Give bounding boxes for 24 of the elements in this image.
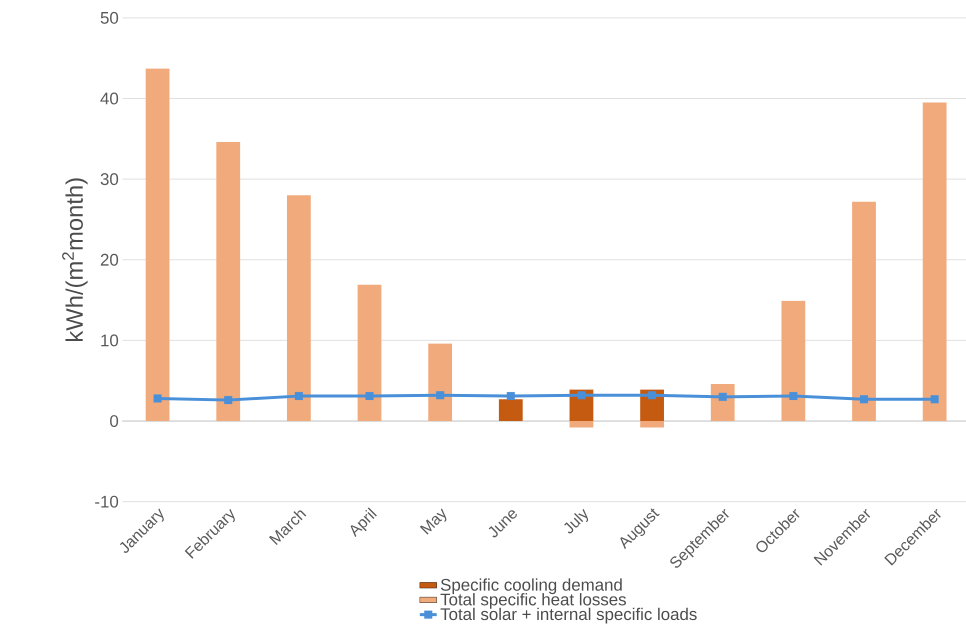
bar <box>852 201 876 421</box>
x-tick-label: May <box>420 508 446 534</box>
y-tick-label: 20 <box>100 254 118 266</box>
y-tick-label: -10 <box>95 495 118 508</box>
bar <box>570 420 594 428</box>
legend-label: Total solar + internal specific loads <box>440 608 697 624</box>
legend-label: Total specific heat losses <box>440 592 626 609</box>
bar <box>781 300 806 421</box>
legend-label: Specific cooling demand <box>440 578 622 594</box>
y-tick-label: 40 <box>100 92 118 104</box>
y-axis-title: kWh/(m$^{2}$month) <box>62 178 88 341</box>
bar <box>498 399 523 421</box>
y-tick-label: 10 <box>101 334 118 346</box>
bar <box>640 420 664 428</box>
bar <box>358 284 382 421</box>
bar <box>146 68 170 421</box>
y-tick-label: 50 <box>100 12 118 24</box>
bar <box>216 142 240 421</box>
x-tick-label: July <box>564 508 588 534</box>
bar <box>428 343 452 421</box>
y-tick-label: 30 <box>100 172 118 185</box>
bar <box>922 102 947 421</box>
bar <box>286 195 311 421</box>
y-tick-label: 0 <box>110 414 118 427</box>
